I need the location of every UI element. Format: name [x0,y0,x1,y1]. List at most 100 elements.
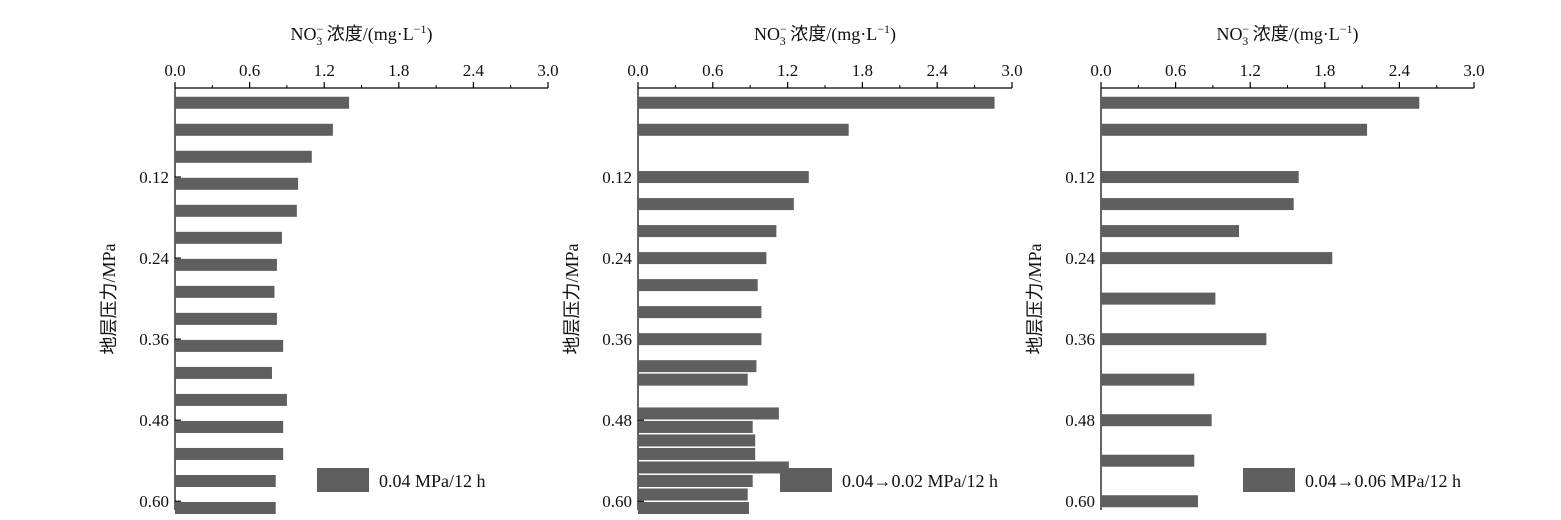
bar [638,279,758,292]
bar [638,225,777,238]
bar [175,312,277,325]
x-axis-title-part: 浓度/(mg·L [322,24,414,45]
legend: 0.04→0.06 MPa/12 h [1243,468,1461,492]
x-tick-label: 3.0 [1001,61,1022,80]
bar [1101,198,1294,211]
bar [175,502,276,514]
y-tick-label: 0.48 [139,411,169,430]
bar [175,177,299,190]
x-axis-title-part: − [780,22,787,36]
bar [175,123,333,136]
bar [1101,292,1216,305]
bar [175,339,284,352]
x-tick-label: 1.2 [314,61,335,80]
bar [638,360,757,373]
x-axis-title-part: −1 [414,22,427,36]
x-tick-label: 0.6 [702,61,723,80]
x-axis-title-part: 浓度/(mg·L [1248,24,1340,45]
bar [638,447,756,460]
x-axis-title-part: 3 [316,34,322,48]
x-tick-label: 1.8 [852,61,873,80]
bar [1101,414,1212,427]
x-tick-label: 2.4 [463,61,485,80]
bar [175,231,282,244]
x-axis-title-part: NO [754,24,780,44]
y-tick-label: 0.36 [602,330,632,349]
bar [175,204,297,217]
x-tick-label: 1.8 [388,61,409,80]
chart-panel-2: 0.0 0.6 1.2 1.8 2.4 3.0 NO− 3 浓度/(mg·L−1) 0.12 0.… [562,22,1023,514]
bar [638,198,794,211]
bar [175,366,272,379]
bar [638,306,762,319]
bar [638,488,748,501]
y-tick-label: 0.36 [1065,330,1095,349]
x-axis-title-part: − [1242,22,1249,36]
y-tick-label: 0.48 [602,411,632,430]
bar [638,123,849,136]
y-axis-title: 地层压力/MPa [99,243,119,354]
x-tick-label: 0.0 [164,61,185,80]
bar [638,420,753,433]
bar [175,393,287,406]
bar [175,447,284,460]
bar [175,258,277,271]
bar [638,474,753,487]
x-axis-title-part: NO [290,24,316,44]
bar [638,333,762,346]
y-tick-label: 0.24 [1065,249,1095,268]
bar [638,171,809,184]
x-axis-title-part: 浓度/(mg·L [786,24,878,45]
y-tick-label: 0.36 [139,330,169,349]
legend: 0.04→0.02 MPa/12 h [780,468,998,492]
x-axis-title: NO− 3 浓度/(mg·L−1) [290,22,432,48]
y-tick-label: 0.12 [1065,168,1095,187]
bar [175,474,276,487]
bar [1101,225,1240,238]
x-tick-label: 1.2 [777,61,798,80]
y-tick-label: 0.12 [602,168,632,187]
legend-label: 0.04→0.06 MPa/12 h [1305,471,1461,491]
chart-panel-1: 0.0 0.6 1.2 1.8 2.4 3.0 NO− 3 浓度/(mg·L−1) 0.12 0.… [99,22,559,514]
x-axis-title-part: ) [1353,24,1359,45]
bar [1101,96,1420,109]
x-tick-label: 0.6 [239,61,260,80]
y-tick-label: 0.12 [139,168,169,187]
bar [1101,495,1198,508]
bar [638,461,789,474]
x-axis-title-part: 3 [780,34,786,48]
x-axis-title-part: − [316,22,323,36]
y-tick-label: 0.24 [602,249,632,268]
x-tick-label: 2.4 [927,61,949,80]
bar [638,407,779,420]
x-tick-label: 3.0 [1463,61,1484,80]
bar [175,96,350,109]
y-axis-title: 地层压力/MPa [562,243,582,354]
x-axis-title-part: 3 [1242,34,1248,48]
y-tick-label: 0.24 [139,249,169,268]
x-tick-label: 0.0 [1090,61,1111,80]
x-tick-label: 0.0 [627,61,648,80]
x-tick-label: 3.0 [537,61,558,80]
bar [1101,171,1299,184]
x-tick-label: 1.2 [1240,61,1261,80]
x-axis-title-part: ) [427,24,433,45]
legend-swatch [1243,468,1295,492]
x-axis-title-part: −1 [1340,22,1353,36]
legend-swatch [780,468,832,492]
bar [638,373,748,386]
y-tick-label: 0.60 [139,492,169,511]
bar [638,434,756,447]
bar [1101,123,1368,136]
y-tick-label: 0.48 [1065,411,1095,430]
x-axis-title-part: −1 [877,22,890,36]
legend-label: 0.04 MPa/12 h [379,471,486,491]
x-axis-title-part: NO [1216,24,1242,44]
bar [1101,454,1195,467]
bar [175,285,275,298]
y-tick-label: 0.60 [602,492,632,511]
legend-swatch [317,468,369,492]
x-tick-label: 0.6 [1165,61,1186,80]
bar [1101,333,1267,346]
